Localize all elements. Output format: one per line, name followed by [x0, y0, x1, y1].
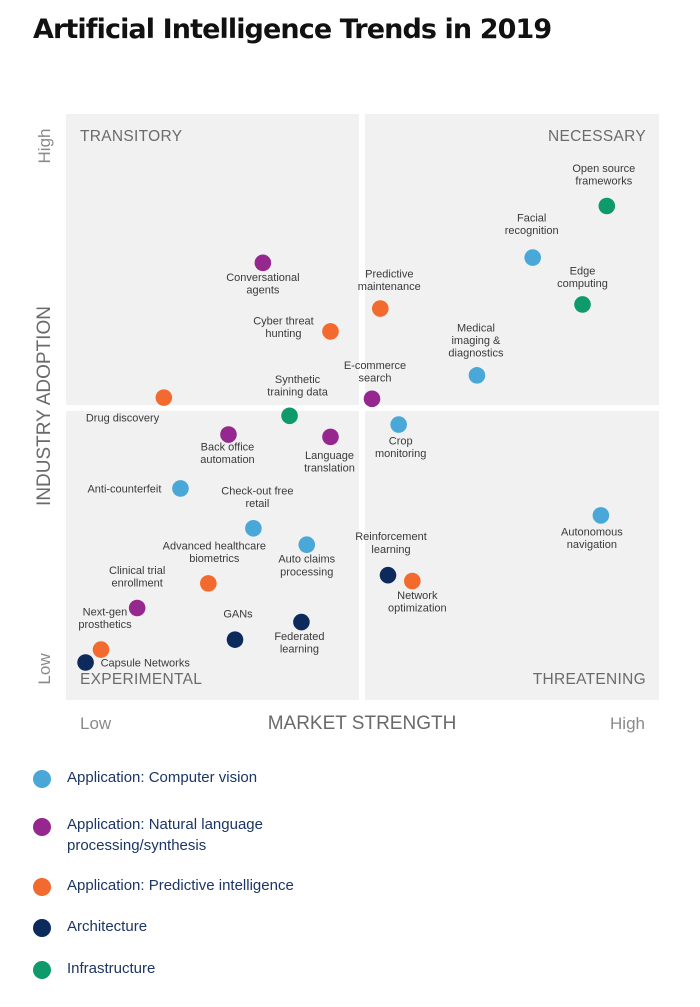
data-point-anti-counterfeit [172, 480, 189, 497]
legend-label-cv: Application: Computer vision [67, 769, 258, 786]
point-label-network-optimization: Network optimization [388, 590, 447, 615]
point-label-crop-monitoring: Crop monitoring [375, 436, 426, 461]
data-point-network-optimization [404, 572, 421, 590]
point-label-conversational-agents: Conversational agents [226, 272, 299, 297]
point-label-language-translation: Language translation [304, 450, 355, 475]
quadrant-chart: TRANSITORY NECESSARY EXPERIMENTAL THREATENI… [34, 114, 659, 734]
point-label-clinical-trial-enrollment: Clinical trial enrollment [109, 565, 165, 590]
quadrant-label-transitory: TRANSITORY [80, 128, 182, 145]
data-point-crop-monitoring [390, 416, 407, 433]
point-label-e-commerce-search: E-commerce search [344, 360, 406, 385]
data-point-autonomous-navigation [592, 507, 610, 524]
data-point-drug-discovery [155, 389, 173, 406]
quadrant-top-right-panel [365, 114, 659, 405]
x-axis-label: MARKET STRENGTH [268, 713, 457, 734]
point-label-federated-learning: Federated learning [274, 631, 324, 656]
point-label-advanced-healthcare-biometrics: Advanced healthcare biometrics [163, 540, 266, 565]
quadrant-top-left-panel [66, 114, 359, 405]
quadrant-label-threatening: THREATENING [533, 671, 646, 688]
data-point-next-gen-prosthetics [92, 641, 110, 658]
y-axis-low-label: Low [35, 653, 54, 685]
data-point-cyber-threat-hunting [322, 323, 339, 340]
point-label-auto-claims-processing: Auto claims processing [278, 554, 335, 579]
point-label-anti-counterfeit: Anti-counterfeit [87, 483, 161, 495]
quadrant-label-experimental: EXPERIMENTAL [80, 671, 202, 688]
point-label-back-office-automation: Back office automation [200, 442, 254, 467]
data-point-language-translation [322, 428, 339, 446]
data-point-predictive-maintenance [371, 300, 389, 317]
legend-label-pi: Application: Predictive intelligence [67, 877, 294, 894]
point-label-capsule-networks: Capsule Networks [101, 657, 191, 669]
point-label-reinforcement-learning: Reinforcement learning [355, 531, 427, 556]
point-label-predictive-maintenance: Predictive maintenance [358, 269, 421, 294]
y-axis-high-label: High [35, 129, 54, 164]
data-point-conversational-agents [254, 254, 272, 272]
point-label-facial-recognition: Facial recognition [505, 213, 559, 238]
quadrant-label-necessary: NECESSARY [548, 128, 646, 145]
point-label-open-source-frameworks: Open source frameworks [572, 163, 635, 188]
point-label-cyber-threat-hunting: Cyber threat hunting [253, 315, 314, 340]
data-point-advanced-healthcare-biometrics [200, 575, 217, 592]
legend-swatch-nlp [33, 818, 51, 836]
data-point-open-source-frameworks [598, 197, 616, 215]
data-point-synthetic-training-data [281, 407, 298, 425]
data-point-federated-learning [293, 613, 310, 631]
data-point-back-office-automation [220, 426, 237, 443]
data-point-e-commerce-search [363, 390, 381, 408]
legend-swatch-infra [33, 961, 51, 979]
point-label-next-gen-prosthetics: Next-gen prosthetics [78, 607, 132, 632]
legend-swatch-pi [33, 878, 51, 896]
legend-label-infra: Infrastructure [67, 960, 156, 977]
quadrant-bottom-right-panel [365, 411, 659, 700]
legend-swatch-arch [33, 919, 51, 937]
data-point-medical-imaging-diagnostics [468, 367, 486, 384]
chart-title: Artificial Intelligence Trends in 2019 [33, 14, 552, 45]
y-axis-label: INDUSTRY ADOPTION [34, 306, 55, 506]
legend-label-arch: Architecture [67, 918, 148, 935]
point-label-gans: GANs [223, 609, 253, 621]
x-axis-low-label: Low [80, 714, 112, 733]
data-point-auto-claims-processing [298, 536, 316, 554]
legend-swatch-cv [33, 770, 51, 788]
data-point-capsule-networks [77, 654, 94, 671]
x-axis-high-label: High [610, 714, 645, 733]
data-point-check-out-free-retail [245, 520, 262, 537]
point-label-edge-computing: Edge computing [557, 265, 608, 290]
data-point-edge-computing [574, 296, 591, 313]
quadrant-bottom-left-panel [66, 411, 359, 700]
legend-label-nlp: Application: Natural language processing… [67, 816, 263, 854]
point-label-medical-imaging-diagnostics: Medical imaging & diagnostics [448, 322, 504, 359]
data-point-clinical-trial-enrollment [128, 599, 146, 617]
data-point-reinforcement-learning [379, 566, 397, 584]
data-point-gans [226, 631, 244, 648]
point-label-check-out-free-retail: Check-out free retail [221, 485, 293, 510]
point-label-synthetic-training-data: Synthetic training data [267, 374, 328, 399]
point-label-autonomous-navigation: Autonomous navigation [561, 526, 623, 551]
point-label-drug-discovery: Drug discovery [86, 413, 160, 425]
data-point-facial-recognition [524, 249, 541, 266]
